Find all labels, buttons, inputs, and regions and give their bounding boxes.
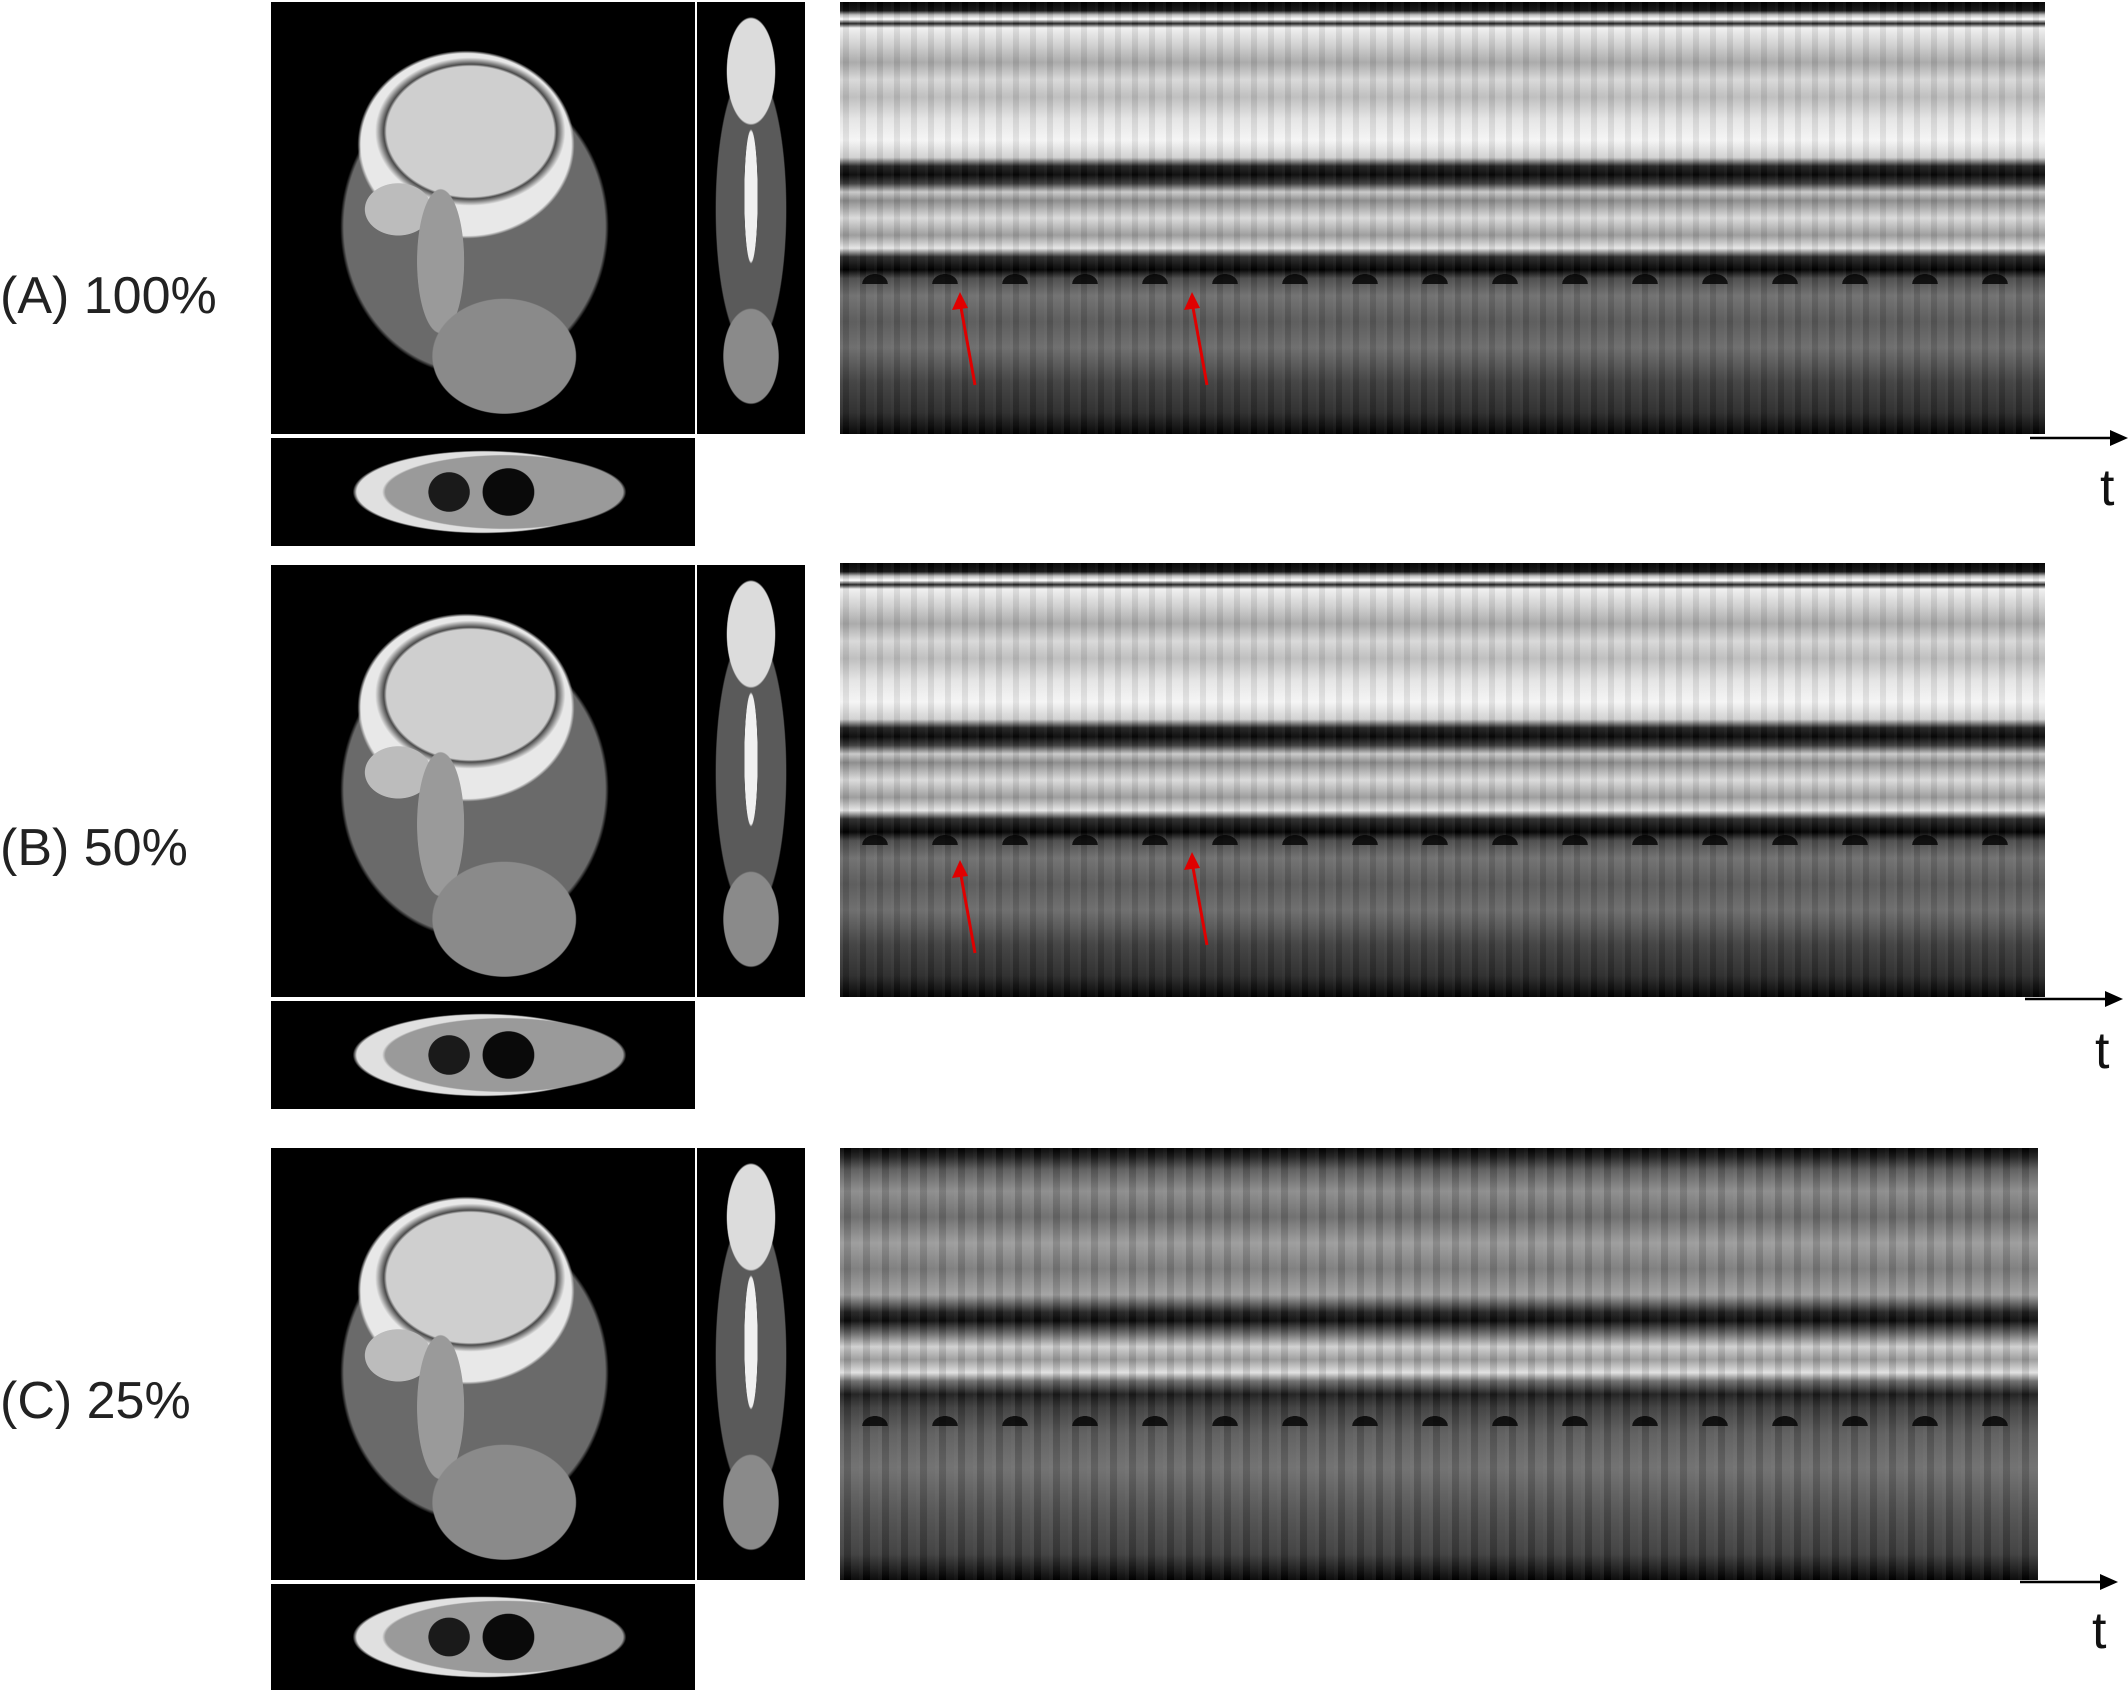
red-arrow-b2: [1184, 852, 1209, 946]
time-axis-c: [2020, 1574, 2118, 1590]
axial-image-c: [271, 1584, 695, 1690]
time-label-a: t: [2100, 459, 2115, 517]
sagittal-image-c: [271, 1148, 695, 1580]
red-arrow-a1: [952, 292, 977, 386]
sagittal-image-b: [271, 565, 695, 997]
row-c-label: (C) 25%: [0, 1372, 191, 1430]
row-b-label: (B) 50%: [0, 819, 188, 877]
time-label-b: t: [2095, 1022, 2110, 1080]
row-a-label: (A) 100%: [0, 267, 217, 325]
time-axis-b: [2025, 991, 2123, 1007]
wave-band-c: [840, 1396, 2038, 1426]
time-series-image-b: [840, 563, 2045, 997]
axial-image-b: [271, 1001, 695, 1109]
coronal-image-b: [697, 565, 805, 997]
sagittal-image-a: [271, 2, 695, 434]
axial-image-a: [271, 438, 695, 546]
red-arrow-a2: [1184, 292, 1209, 386]
wave-band-b: [840, 815, 2045, 845]
coronal-image-a: [697, 2, 805, 434]
red-arrow-b1: [952, 860, 977, 954]
time-axis-a: [2030, 430, 2128, 446]
time-label-c: t: [2092, 1602, 2107, 1660]
coronal-image-c: [697, 1148, 805, 1580]
wave-band-a: [840, 254, 2045, 284]
time-series-image-a: [840, 2, 2045, 434]
time-series-image-c: [840, 1148, 2038, 1580]
